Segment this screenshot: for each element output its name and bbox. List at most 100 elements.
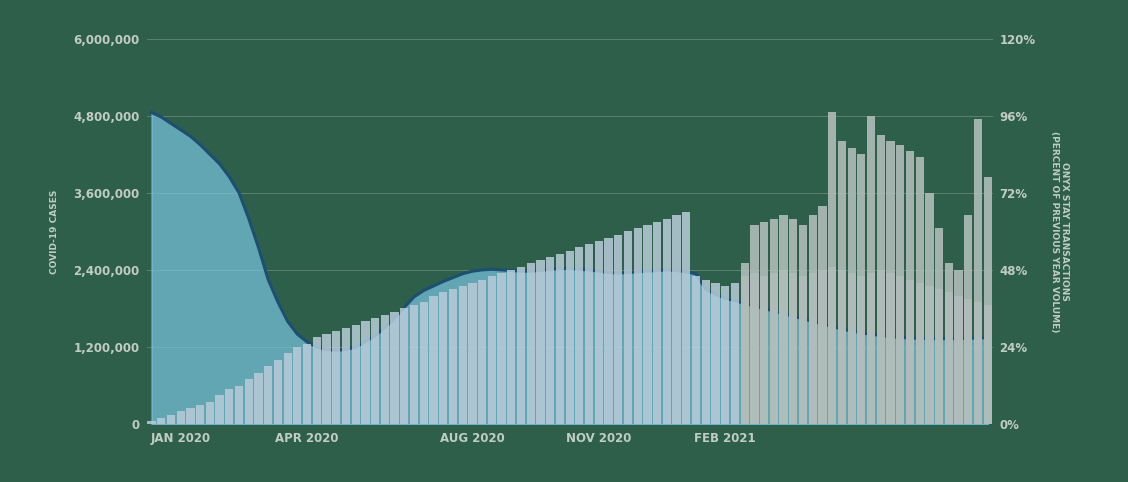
Bar: [205, 402, 214, 424]
Bar: [779, 215, 787, 424]
Bar: [459, 286, 467, 424]
Bar: [828, 112, 836, 424]
Bar: [750, 225, 758, 424]
Bar: [449, 289, 457, 424]
Bar: [497, 273, 505, 424]
Bar: [653, 222, 661, 424]
Bar: [896, 145, 905, 424]
Bar: [430, 295, 438, 424]
Bar: [517, 267, 526, 424]
Bar: [838, 270, 846, 424]
Bar: [887, 273, 895, 424]
Bar: [312, 337, 321, 424]
Bar: [274, 360, 282, 424]
Bar: [254, 373, 263, 424]
Bar: [283, 353, 292, 424]
Bar: [186, 408, 194, 424]
Bar: [342, 328, 350, 424]
Bar: [245, 379, 253, 424]
Bar: [867, 273, 875, 424]
Bar: [332, 331, 341, 424]
Bar: [779, 270, 787, 424]
Bar: [264, 366, 272, 424]
Bar: [838, 141, 846, 424]
Bar: [935, 289, 943, 424]
Bar: [760, 222, 768, 424]
Bar: [916, 158, 924, 424]
Bar: [906, 151, 914, 424]
Bar: [867, 116, 875, 424]
Bar: [790, 273, 797, 424]
Bar: [984, 305, 992, 424]
Bar: [857, 154, 865, 424]
Bar: [323, 334, 331, 424]
Bar: [887, 141, 895, 424]
Bar: [663, 218, 671, 424]
Bar: [828, 267, 836, 424]
Bar: [565, 251, 574, 424]
Bar: [371, 318, 379, 424]
Bar: [721, 286, 730, 424]
Bar: [712, 283, 720, 424]
Bar: [769, 273, 778, 424]
Bar: [731, 283, 739, 424]
Bar: [468, 283, 476, 424]
Bar: [741, 276, 749, 424]
Bar: [634, 228, 642, 424]
Bar: [925, 286, 934, 424]
Y-axis label: ONYX STAY TRANSACTIONS
(PERCENT OF PREVIOUS YEAR VOLUME): ONYX STAY TRANSACTIONS (PERCENT OF PREVI…: [1049, 131, 1069, 332]
Bar: [546, 257, 554, 424]
Bar: [409, 305, 418, 424]
Bar: [478, 280, 486, 424]
Bar: [196, 405, 204, 424]
Bar: [585, 244, 593, 424]
Bar: [906, 280, 914, 424]
Bar: [527, 264, 535, 424]
Bar: [390, 312, 398, 424]
Bar: [594, 241, 603, 424]
Bar: [352, 324, 360, 424]
Bar: [984, 177, 992, 424]
Bar: [750, 273, 758, 424]
Bar: [487, 276, 496, 424]
Bar: [361, 321, 370, 424]
Bar: [536, 260, 545, 424]
Bar: [381, 315, 389, 424]
Bar: [643, 225, 652, 424]
Bar: [420, 302, 428, 424]
Bar: [876, 135, 885, 424]
Bar: [167, 415, 175, 424]
Bar: [672, 215, 680, 424]
Bar: [605, 238, 613, 424]
Bar: [809, 273, 817, 424]
Bar: [847, 273, 856, 424]
Bar: [973, 119, 982, 424]
Bar: [818, 206, 827, 424]
Bar: [760, 276, 768, 424]
Bar: [691, 276, 700, 424]
Bar: [954, 270, 962, 424]
Bar: [954, 295, 962, 424]
Bar: [847, 148, 856, 424]
Bar: [799, 225, 808, 424]
Bar: [741, 264, 749, 424]
Bar: [226, 389, 233, 424]
Bar: [769, 218, 778, 424]
Bar: [925, 193, 934, 424]
Bar: [945, 293, 953, 424]
Bar: [682, 212, 690, 424]
Bar: [177, 411, 185, 424]
Bar: [818, 270, 827, 424]
Bar: [215, 395, 223, 424]
Bar: [303, 344, 311, 424]
Bar: [148, 421, 156, 424]
Bar: [935, 228, 943, 424]
Y-axis label: COVID-19 CASES: COVID-19 CASES: [51, 189, 60, 274]
Bar: [809, 215, 817, 424]
Bar: [556, 254, 564, 424]
Bar: [624, 231, 632, 424]
Bar: [896, 276, 905, 424]
Bar: [702, 280, 710, 424]
Bar: [439, 293, 448, 424]
Bar: [945, 264, 953, 424]
